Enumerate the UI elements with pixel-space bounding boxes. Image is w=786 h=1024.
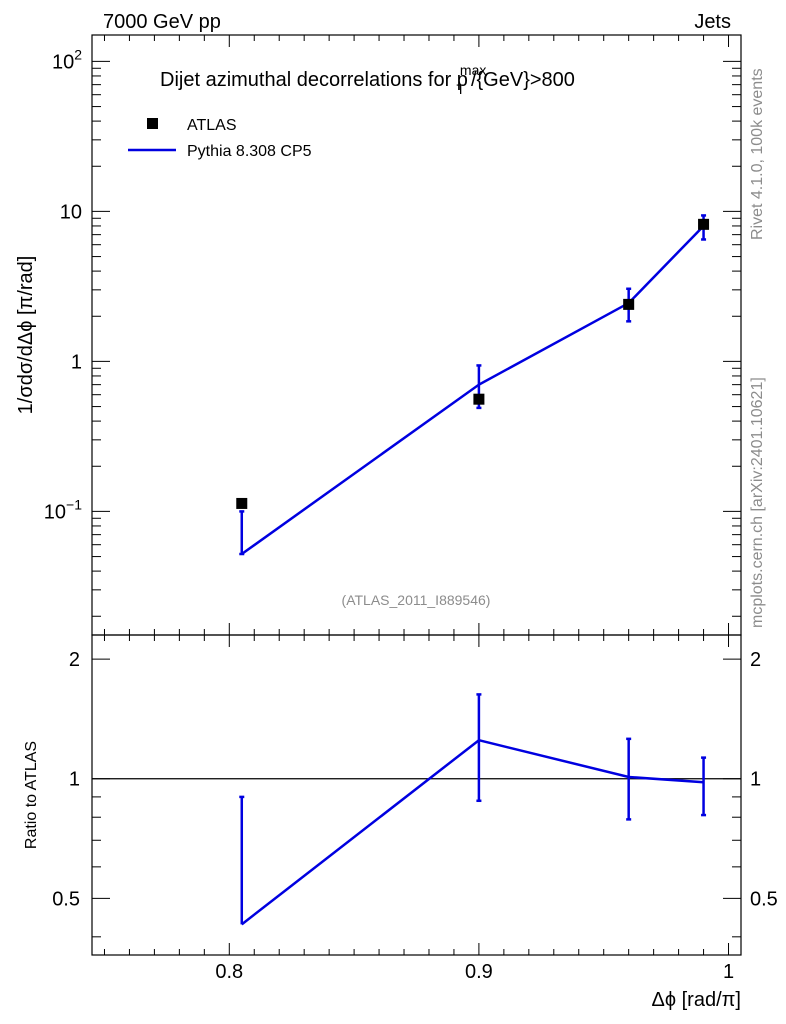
- x-tick-label: 1: [723, 961, 734, 983]
- legend: ATLAS Pythia 8.308 CP5: [128, 117, 312, 160]
- y-tick-exponent: −1: [66, 496, 82, 512]
- axis-ticks: [92, 35, 741, 955]
- ratio-y-tick-label-right: 2: [750, 649, 761, 671]
- atlas-data-point: [236, 497, 248, 509]
- atlas-data-point: [698, 218, 710, 230]
- chart-title: Dijet azimuthal decorrelations for pmax T…: [160, 62, 575, 97]
- ratio-y-tick-label-left: 2: [69, 649, 80, 671]
- header-right: Jets: [694, 11, 731, 33]
- x-tick-label: 0.8: [215, 961, 243, 983]
- title-sub: T: [456, 81, 465, 97]
- header-left: 7000 GeV pp: [103, 11, 221, 33]
- legend-pythia-label: Pythia 8.308 CP5: [187, 143, 312, 160]
- y-tick-label: 10: [60, 201, 82, 223]
- ratio-y-tick-label-right: 0.5: [750, 888, 778, 910]
- y-tick-label: 1: [71, 351, 82, 373]
- ratio-y-axis-label: Ratio to ATLAS: [23, 741, 40, 849]
- rivet-label: Rivet 4.1.0, 100k events: [749, 68, 766, 240]
- ratio-pythia-line: [241, 738, 704, 926]
- legend-atlas-marker: [147, 118, 158, 129]
- legend-atlas-label: ATLAS: [187, 117, 237, 134]
- y-tick-base: 1: [71, 351, 82, 373]
- title-tail: /{GeV}>800: [471, 69, 575, 91]
- title-main: Dijet azimuthal decorrelations for p: [160, 69, 468, 91]
- atlas-data-point: [623, 298, 635, 310]
- x-tick-label: 0.9: [465, 961, 493, 983]
- y-tick-base: 10: [60, 201, 82, 223]
- x-axis-label: Δϕ [rad/π]: [652, 989, 742, 1011]
- title-sup: max: [460, 62, 486, 78]
- ratio-y-tick-label-right: 1: [750, 769, 761, 791]
- ratio-y-tick-label-left: 0.5: [52, 888, 80, 910]
- ratio-y-tick-label-left: 1: [69, 769, 80, 791]
- y-tick-base: 10: [44, 501, 66, 523]
- atlas-data-point: [473, 393, 485, 405]
- y-tick-label: 102: [52, 46, 82, 73]
- y-tick-base: 10: [52, 51, 74, 73]
- y-tick-exponent: 2: [74, 46, 82, 62]
- chart-marks: [92, 214, 741, 926]
- analysis-watermark: (ATLAS_2011_I889546): [342, 592, 491, 608]
- ratio-plot-frame: [91, 634, 742, 956]
- y-tick-label: 10−1: [44, 496, 82, 523]
- y-axis-label: 1/σdσ/dΔϕ [π/rad]: [15, 256, 37, 415]
- mcplots-label: mcplots.cern.ch [arXiv:2401.10621]: [749, 377, 766, 628]
- pythia-line: [241, 225, 705, 556]
